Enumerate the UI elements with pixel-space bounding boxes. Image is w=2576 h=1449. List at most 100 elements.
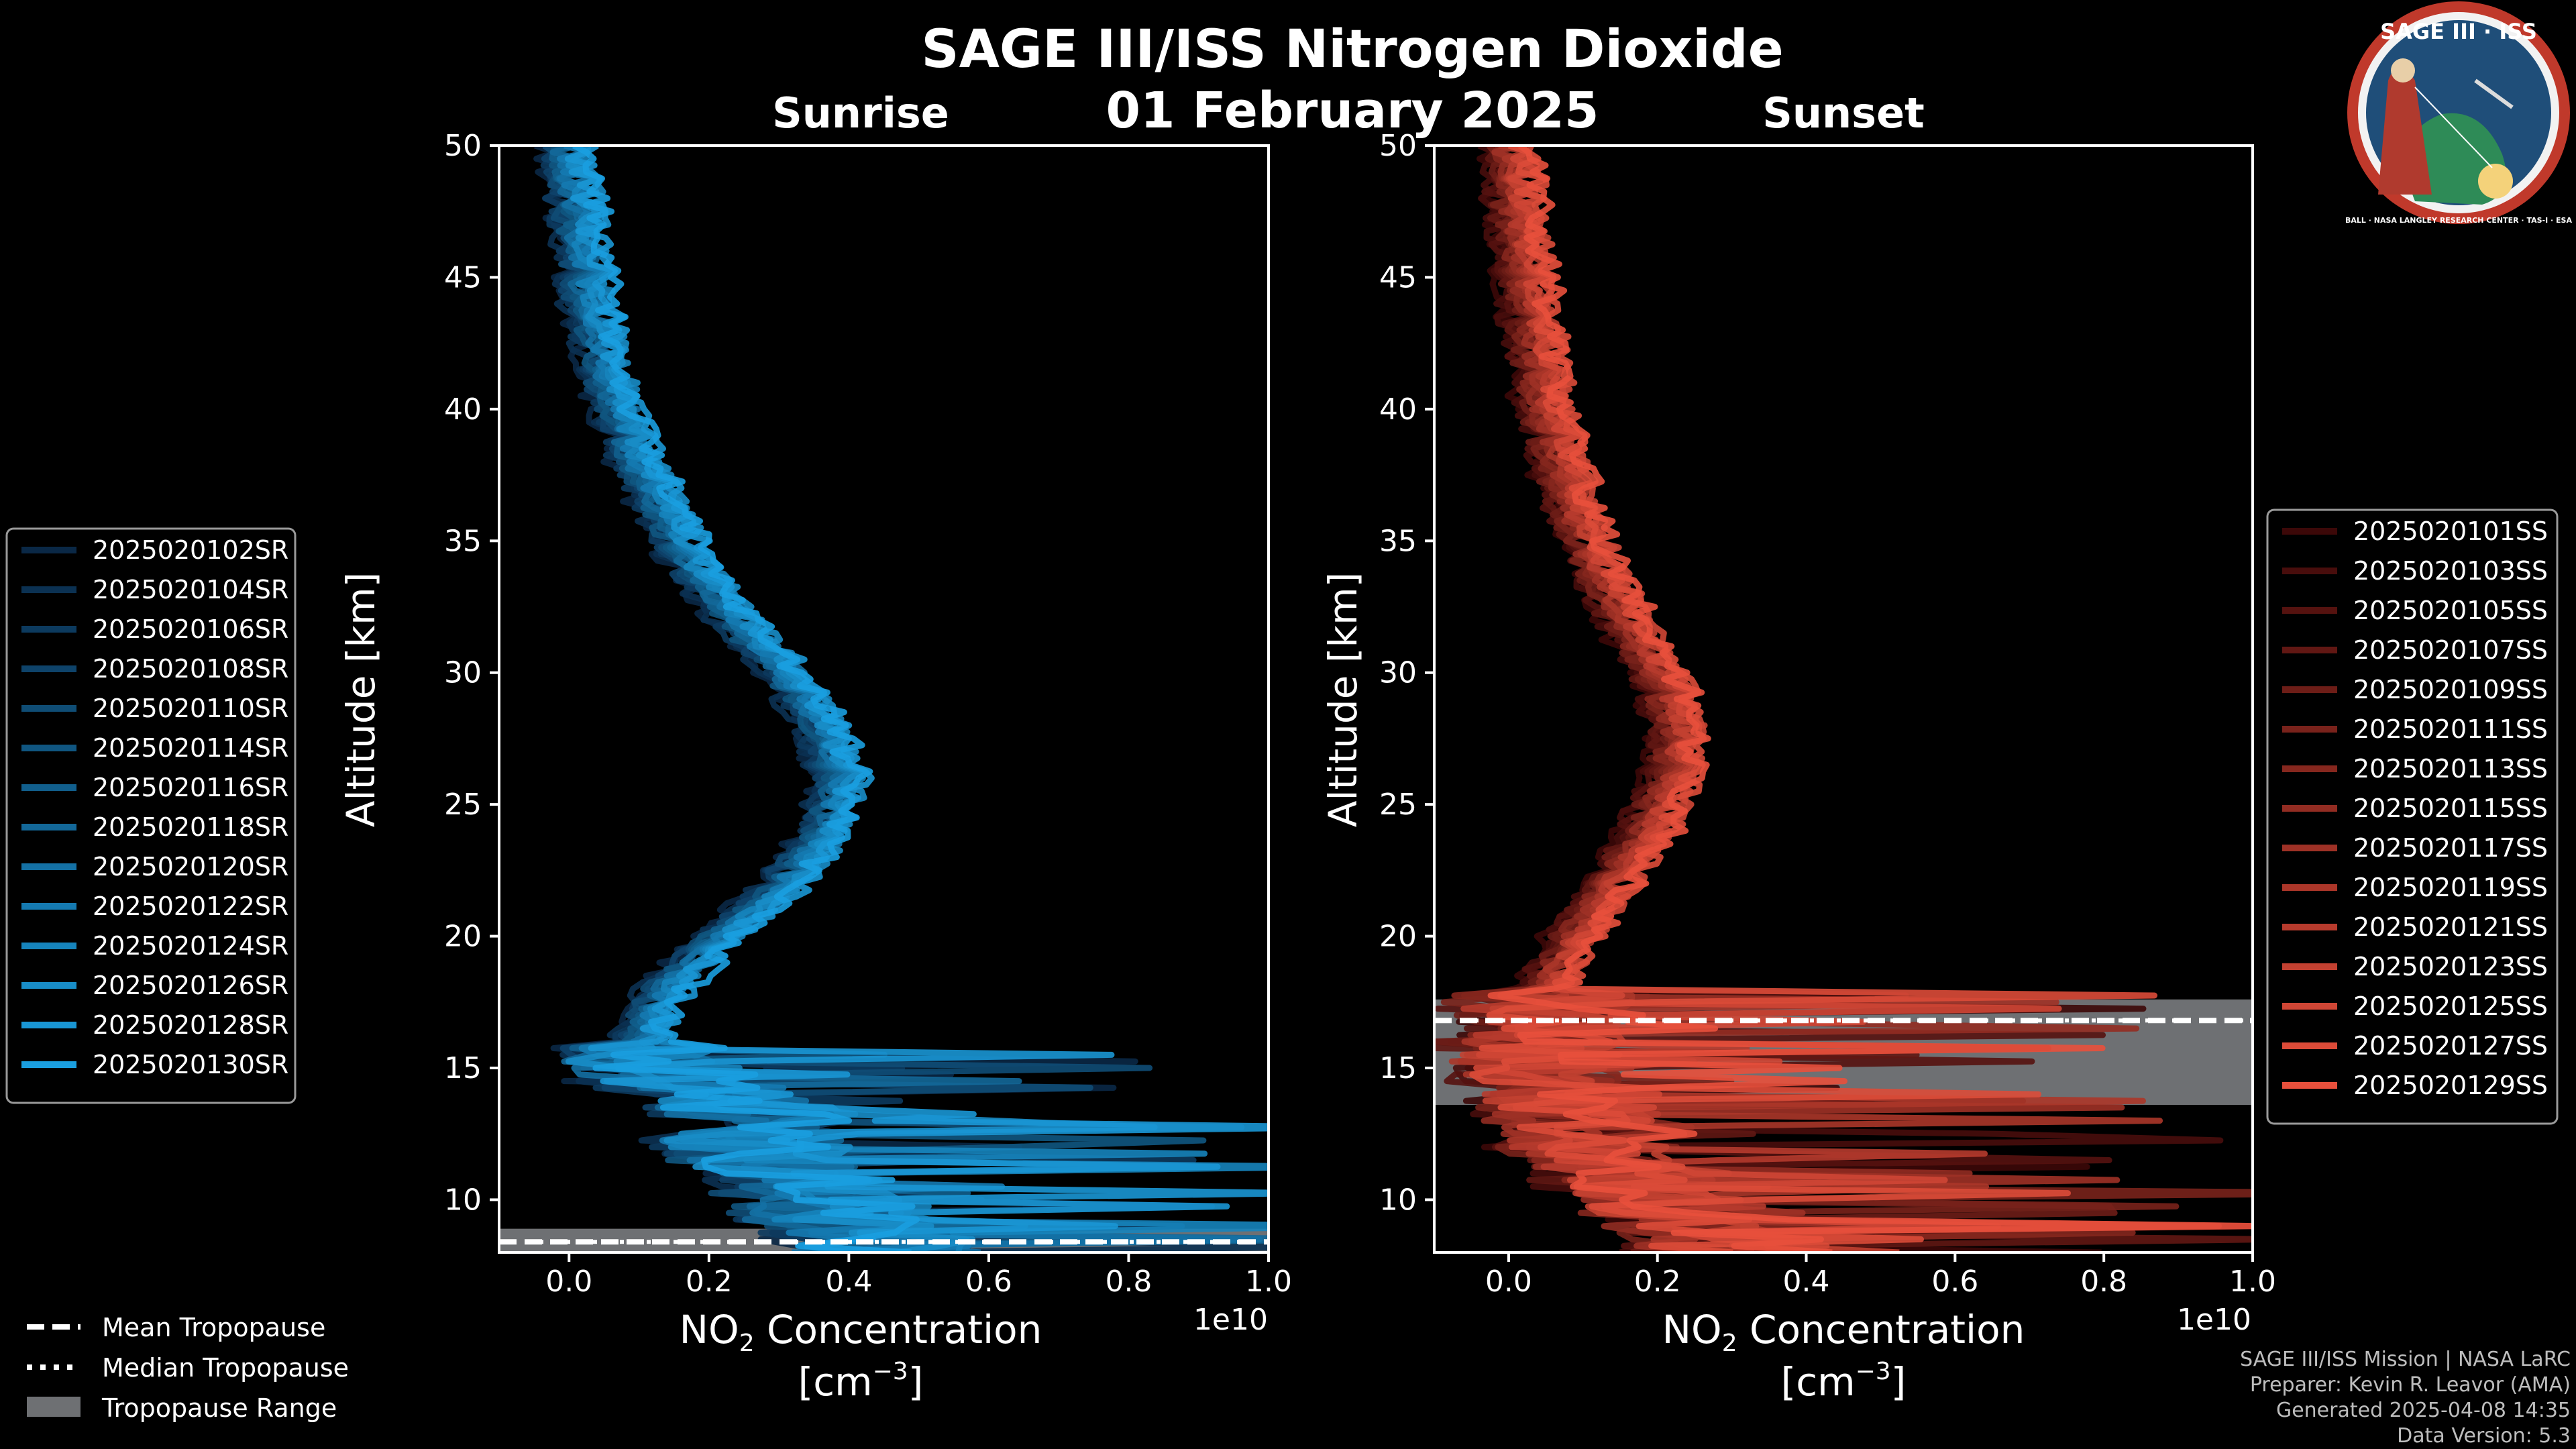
sunset-xtick-label-1: 0.2 bbox=[1634, 1265, 1681, 1299]
sunset-xlabel-conc: Concentration bbox=[1737, 1307, 2025, 1352]
sunset-panel-title: Sunset bbox=[1762, 89, 1925, 138]
sunset-ytick-label-30: 30 bbox=[1379, 656, 1417, 690]
sunrise-legend-label-2025020102SR: 2025020102SR bbox=[93, 535, 288, 565]
sunrise-legend-label-2025020108SR: 2025020108SR bbox=[93, 654, 288, 684]
sunrise-ytick-label-35: 35 bbox=[444, 524, 482, 558]
sunrise-panel-title: Sunrise bbox=[772, 89, 949, 138]
sunrise-ytick-label-40: 40 bbox=[444, 392, 482, 427]
sunset-panel: 10 15 20 25 30 35 40 45 50 0.0 0.2 0.4 0.6 0.8 1.0 bbox=[1379, 129, 2276, 1299]
sunrise-xtick-label-0: 0.0 bbox=[545, 1265, 592, 1299]
sunset-legend-label-2025020121SS: 2025020121SS bbox=[2353, 912, 2548, 942]
credit-version: Data Version: 5.3 bbox=[2397, 1424, 2571, 1448]
sunrise-profile-2025020124SR bbox=[571, 146, 1269, 1252]
sunrise-axes-frame bbox=[498, 144, 1270, 1254]
tropopause-range-label: Tropopause Range bbox=[101, 1393, 337, 1423]
sunset-ylabel: Altitude [km] bbox=[1320, 572, 1366, 827]
sunset-legend-label-2025020119SS: 2025020119SS bbox=[2353, 873, 2548, 902]
sunrise-legend-label-2025020130SR: 2025020130SR bbox=[93, 1050, 288, 1079]
sunset-xlabel-unit: [cm bbox=[1781, 1359, 1856, 1405]
sunrise-ytick-label-30: 30 bbox=[444, 656, 482, 690]
sunset-xtick-label-5: 1.0 bbox=[2229, 1265, 2276, 1299]
logo-beam-icon bbox=[2414, 87, 2493, 168]
sunset-ytick-label-45: 45 bbox=[1379, 260, 1417, 294]
sunrise-legend-box bbox=[5, 527, 297, 1104]
credits: SAGE III/ISS Mission | NASA LaRC Prepare… bbox=[2240, 1348, 2571, 1448]
credit-mission: SAGE III/ISS Mission | NASA LaRC bbox=[2240, 1348, 2571, 1371]
sunset-legend-box bbox=[2266, 508, 2559, 1125]
sunset-xtick-label-0: 0.0 bbox=[1485, 1265, 1532, 1299]
sunset-xlabel-exp: −3 bbox=[1856, 1358, 1891, 1385]
sunset-legend-label-2025020107SS: 2025020107SS bbox=[2353, 635, 2548, 665]
tropopause-range-swatch bbox=[27, 1397, 80, 1417]
sunset-ytick-label-20: 20 bbox=[1379, 920, 1417, 954]
sunset-legend-label-2025020115SS: 2025020115SS bbox=[2353, 794, 2548, 823]
sunrise-xlabel-exp: −3 bbox=[873, 1358, 908, 1385]
sunrise-ytick-label-45: 45 bbox=[444, 260, 482, 294]
sunset-xlabel-line2: [cm−3] bbox=[1781, 1358, 1907, 1405]
sunset-ytick-label-25: 25 bbox=[1379, 788, 1417, 822]
sunset-ytick-label-35: 35 bbox=[1379, 524, 1417, 558]
sunset-plot-content bbox=[1434, 146, 2253, 1252]
sunset-legend-label-2025020103SS: 2025020103SS bbox=[2353, 556, 2548, 586]
sunrise-xlabel-close: ] bbox=[908, 1359, 924, 1405]
sunset-offset-label: 1e10 bbox=[2177, 1303, 2251, 1337]
sunset-ytick-label-10: 10 bbox=[1379, 1183, 1417, 1217]
mean-tropopause-label: Mean Tropopause bbox=[102, 1313, 325, 1342]
sunset-legend-label-2025020101SS: 2025020101SS bbox=[2353, 517, 2548, 546]
sunset-legend-label-2025020127SS: 2025020127SS bbox=[2353, 1031, 2548, 1061]
logo-ring-text: BALL · NASA LANGLEY RESEARCH CENTER · TA… bbox=[2345, 216, 2572, 225]
sunset-ytick-label-50: 50 bbox=[1379, 129, 1417, 163]
sunset-legend-label-2025020125SS: 2025020125SS bbox=[2353, 991, 2548, 1021]
sunset-legend: 2025020101SS 2025020103SS 2025020105SS 2025… bbox=[2266, 508, 2559, 1125]
logo-figure-head-icon bbox=[2391, 58, 2415, 83]
sunrise-ylabel: Altitude [km] bbox=[338, 572, 384, 827]
credit-preparer: Preparer: Kevin R. Leavor (AMA) bbox=[2250, 1373, 2571, 1397]
median-tropopause-label: Median Tropopause bbox=[102, 1353, 349, 1383]
sunset-xlabel-sub: 2 bbox=[1722, 1330, 1737, 1357]
sunrise-xlabel-unit: [cm bbox=[798, 1359, 873, 1405]
sunset-legend-label-2025020129SS: 2025020129SS bbox=[2353, 1071, 2548, 1100]
sunrise-ytick-label-50: 50 bbox=[444, 129, 482, 163]
sunrise-legend-label-2025020116SR: 2025020116SR bbox=[93, 773, 288, 802]
sunset-legend-label-2025020113SS: 2025020113SS bbox=[2353, 754, 2548, 784]
sage-mission-logo: SAGE III · ISS BALL · NASA LANGLEY RESEA… bbox=[2345, 1, 2572, 225]
logo-moon-icon bbox=[2478, 164, 2513, 199]
sunset-xtick-label-4: 0.8 bbox=[2080, 1265, 2127, 1299]
sunrise-legend-label-2025020104SR: 2025020104SR bbox=[93, 575, 288, 604]
sunset-legend-label-2025020117SS: 2025020117SS bbox=[2353, 833, 2548, 863]
sunset-legend-label-2025020105SS: 2025020105SS bbox=[2353, 596, 2548, 625]
sunrise-legend-label-2025020128SR: 2025020128SR bbox=[93, 1010, 288, 1040]
sunrise-ytick-label-20: 20 bbox=[444, 920, 482, 954]
sunset-legend-label-2025020123SS: 2025020123SS bbox=[2353, 952, 2548, 981]
sunset-ytick-label-40: 40 bbox=[1379, 392, 1417, 427]
logo-text: SAGE III · ISS bbox=[2380, 19, 2537, 44]
sunset-xtick-label-3: 0.6 bbox=[1931, 1265, 1978, 1299]
figure-date: 01 February 2025 bbox=[1106, 82, 1599, 140]
sunset-legend-label-2025020109SS: 2025020109SS bbox=[2353, 675, 2548, 704]
sunrise-ytick-label-25: 25 bbox=[444, 788, 482, 822]
sunrise-xlabel-no: NO bbox=[680, 1307, 739, 1352]
sunset-axes-frame bbox=[1433, 144, 2254, 1254]
sunrise-legend-label-2025020120SR: 2025020120SR bbox=[93, 852, 288, 881]
sunrise-ytick-label-10: 10 bbox=[444, 1183, 482, 1217]
logo-figure-icon bbox=[2378, 67, 2432, 195]
sunrise-xlabel-line1: NO2 Concentration bbox=[680, 1307, 1042, 1357]
sunrise-panel: 10 15 20 25 30 35 40 45 50 0.0 0.2 0.4 0.6 0.8 1.0 bbox=[444, 129, 1292, 1299]
sunset-xtick-label-2: 0.4 bbox=[1783, 1265, 1830, 1299]
sunrise-plot-content bbox=[499, 146, 1269, 1252]
sunrise-xtick-label-3: 0.6 bbox=[965, 1265, 1012, 1299]
sunrise-legend-label-2025020106SR: 2025020106SR bbox=[93, 614, 288, 644]
figure-title: SAGE III/ISS Nitrogen Dioxide bbox=[921, 19, 1783, 80]
sunrise-legend-label-2025020118SR: 2025020118SR bbox=[93, 812, 288, 842]
sunrise-xlabel-conc: Concentration bbox=[755, 1307, 1042, 1352]
sunset-xlabel-no: NO bbox=[1662, 1307, 1722, 1352]
sunrise-xtick-label-4: 0.8 bbox=[1105, 1265, 1152, 1299]
sunrise-xtick-label-1: 0.2 bbox=[686, 1265, 733, 1299]
sunset-xlabel-line1: NO2 Concentration bbox=[1662, 1307, 2025, 1357]
sunrise-xlabel-sub: 2 bbox=[739, 1330, 755, 1357]
sunrise-xtick-label-2: 0.4 bbox=[825, 1265, 872, 1299]
sunrise-profile-2025020130SR bbox=[572, 146, 920, 1252]
sunrise-legend: 2025020102SR 2025020104SR 2025020106SR 2025… bbox=[5, 527, 297, 1104]
tropopause-legend: Mean Tropopause Median Tropopause Tropop… bbox=[27, 1313, 349, 1423]
